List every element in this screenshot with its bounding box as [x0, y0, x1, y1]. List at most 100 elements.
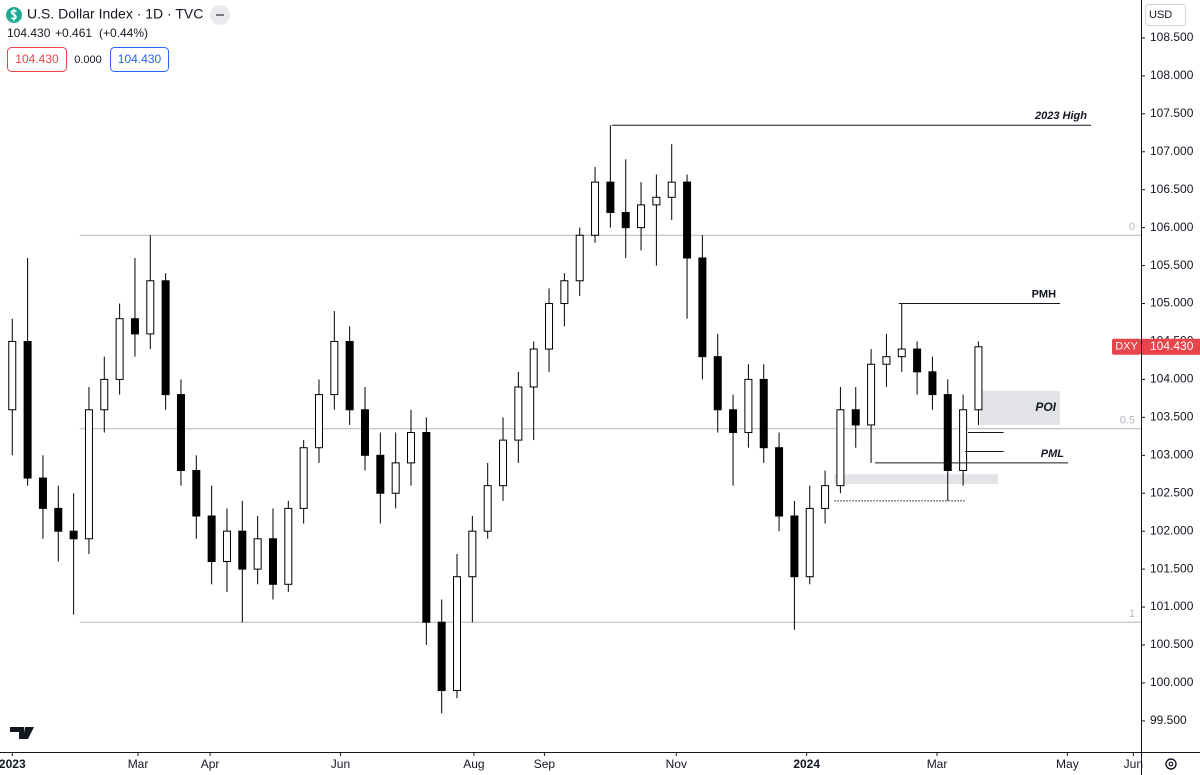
- candle-body: [238, 530, 247, 570]
- candle-body: [345, 340, 354, 411]
- candle-body: [100, 378, 109, 411]
- spread: 0.000: [74, 54, 102, 66]
- y-tick-label: 103.000: [1150, 447, 1194, 461]
- candle-body: [8, 340, 17, 411]
- sell-price: 104.430: [15, 52, 59, 66]
- candle-body: [867, 363, 876, 426]
- buy-button[interactable]: [110, 47, 169, 72]
- candle-body: [560, 280, 569, 305]
- candle-body: [637, 204, 646, 229]
- candle-body: [529, 348, 538, 388]
- currency: USD: [1149, 9, 1172, 21]
- candle-body: [453, 576, 462, 692]
- candle-body: [284, 507, 293, 585]
- tradingview-logo[interactable]: [10, 727, 34, 739]
- x-tick-label: Aug: [463, 757, 484, 771]
- candle-body: [652, 196, 661, 206]
- last-price-box: [1142, 338, 1200, 355]
- y-tick-label: 107.500: [1150, 106, 1194, 120]
- y-tick-label: 101.500: [1150, 561, 1194, 575]
- level-label: PMH: [1032, 288, 1057, 300]
- buy-price: 104.430: [118, 52, 162, 66]
- candle-body: [591, 181, 600, 236]
- candle-body: [790, 515, 799, 578]
- plot-area: 0 0.5 1 POI 2023 High PMH PML: [8, 110, 1141, 714]
- x-tick-label: Apr: [201, 757, 220, 771]
- candle-body: [545, 303, 554, 350]
- zone-label: POI: [1035, 400, 1056, 414]
- candle-body: [391, 462, 400, 494]
- candle-body: [683, 181, 692, 259]
- candle-body: [943, 394, 952, 471]
- candle-body: [23, 340, 32, 479]
- fib-ratio-label: 1: [1129, 608, 1135, 620]
- zone: [979, 390, 1061, 425]
- candle-body: [483, 485, 492, 532]
- y-tick-label: 105.500: [1150, 258, 1194, 272]
- y-tick-label: 106.000: [1150, 220, 1194, 234]
- level-label: 2023 High: [1034, 110, 1087, 122]
- candle-body: [698, 257, 707, 358]
- settings-icon: [1168, 761, 1174, 767]
- candle-body: [38, 477, 47, 509]
- candle-body: [729, 409, 738, 434]
- header-change-pct: (+0.44%): [99, 26, 148, 40]
- candle-body: [222, 530, 231, 563]
- x-tick-label: Jun: [1124, 757, 1143, 771]
- candle-body: [314, 394, 323, 449]
- candle-body: [744, 378, 753, 434]
- candle-body: [146, 280, 155, 335]
- sell-button[interactable]: [7, 47, 67, 72]
- y-tick-label: 103.500: [1150, 410, 1194, 424]
- candle-body: [330, 340, 339, 396]
- x-tick-label: Jun: [331, 757, 350, 771]
- candle-body: [621, 211, 630, 229]
- candle-body: [468, 530, 477, 578]
- candle-body: [192, 469, 201, 517]
- x-tick-label: Sep: [534, 757, 556, 771]
- y-tick-label: 106.500: [1150, 182, 1194, 196]
- last-price-label: 104.430: [1150, 339, 1194, 353]
- y-tick-label: 107.000: [1150, 144, 1194, 158]
- symbol-logo-glyph: [10, 9, 17, 20]
- y-tick-label: 104.000: [1150, 372, 1194, 386]
- candle-body: [115, 318, 124, 380]
- y-tick-label: 102.000: [1150, 523, 1194, 537]
- x-tick-label: 2023: [0, 757, 26, 771]
- x-tick-label: Nov: [666, 757, 687, 771]
- candle-body: [667, 181, 676, 198]
- y-tick-label: 102.500: [1150, 485, 1194, 499]
- x-tick-label: May: [1056, 757, 1079, 771]
- header-change: +0.461: [55, 26, 92, 40]
- y-tick-label: 108.500: [1150, 30, 1194, 44]
- candle-body: [422, 432, 431, 623]
- candle-body: [913, 348, 922, 373]
- candle-body: [376, 454, 385, 494]
- candle-body: [161, 280, 170, 396]
- candle-body: [176, 394, 185, 471]
- candle-body: [882, 356, 891, 365]
- candle-body: [606, 181, 615, 213]
- y-tick-label: 100.000: [1150, 675, 1194, 689]
- candle-body: [407, 432, 416, 464]
- candle-body: [928, 371, 937, 396]
- y-tick-label: 99.500: [1150, 713, 1187, 727]
- candle-body: [821, 485, 830, 509]
- zone: [834, 474, 999, 485]
- currency-button[interactable]: [1145, 4, 1186, 26]
- candle-body: [268, 538, 277, 585]
- candle-body: [851, 409, 860, 426]
- level-label: PML: [1041, 448, 1065, 460]
- candle-body: [360, 409, 369, 456]
- candle-body: [499, 439, 508, 487]
- candle-body: [54, 507, 63, 532]
- y-tick-label: 108.000: [1150, 68, 1194, 82]
- candle-body: [299, 447, 308, 509]
- settings-button[interactable]: [1165, 758, 1177, 770]
- last-price-symbol-box: [1112, 338, 1141, 355]
- x-tick-label: Mar: [128, 757, 149, 771]
- candle-body: [69, 530, 78, 540]
- candle-body: [437, 621, 446, 692]
